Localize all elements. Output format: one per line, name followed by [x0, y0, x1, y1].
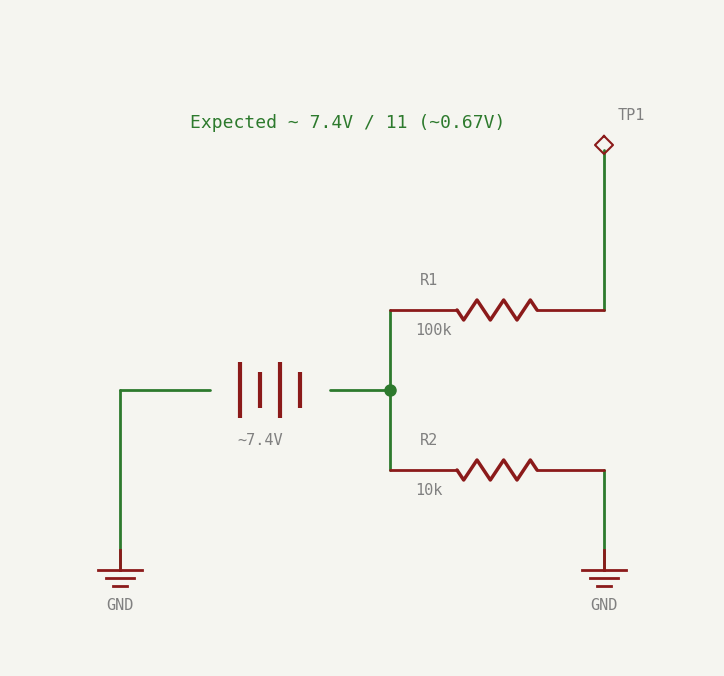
- Text: GND: GND: [590, 598, 618, 613]
- Text: GND: GND: [106, 598, 134, 613]
- Text: 10k: 10k: [415, 483, 442, 498]
- Text: R2: R2: [420, 433, 438, 448]
- Text: Expected ~ 7.4V / 11 (~0.67V): Expected ~ 7.4V / 11 (~0.67V): [190, 114, 505, 132]
- Text: 100k: 100k: [415, 323, 452, 338]
- Text: R1: R1: [420, 273, 438, 288]
- Text: ~7.4V: ~7.4V: [237, 433, 283, 448]
- Text: TP1: TP1: [618, 108, 645, 123]
